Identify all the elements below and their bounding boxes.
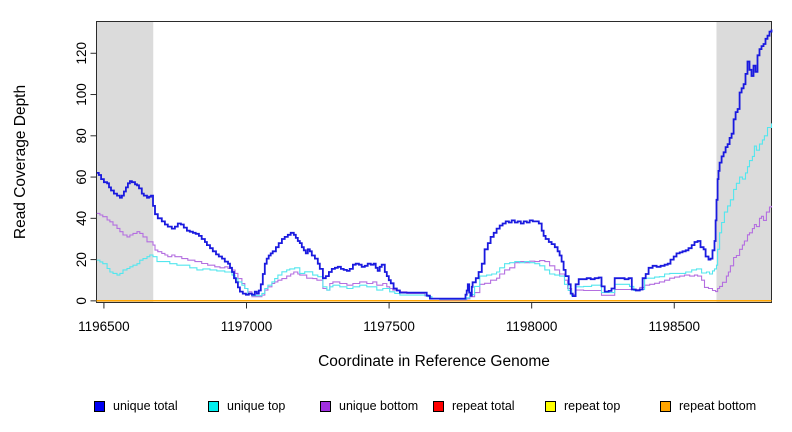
series-line-unique-bottom	[96, 205, 773, 301]
legend-item-unique-total: unique total	[94, 398, 178, 414]
legend-swatch-icon	[433, 400, 444, 412]
legend-swatch-icon	[545, 400, 556, 412]
y-tick-label: 80	[74, 128, 89, 143]
y-tick-label: 120	[74, 42, 89, 65]
legend-item-repeat-total: repeat total	[433, 398, 515, 414]
chart-legend: unique total unique top unique bottom repea…	[0, 398, 792, 418]
series-line-unique-top	[96, 123, 773, 300]
legend-label: repeat top	[564, 399, 621, 413]
legend-label: unique top	[227, 399, 286, 413]
x-axis-title: Coordinate in Reference Genome	[318, 353, 550, 370]
y-tick-label: 0	[74, 297, 89, 305]
legend-label: repeat total	[452, 399, 515, 413]
legend-label: unique total	[113, 399, 178, 413]
legend-label: unique bottom	[339, 399, 419, 413]
legend-swatch-icon	[660, 400, 671, 412]
x-tick-label: 1196500	[78, 319, 130, 334]
shaded-region-2	[716, 21, 772, 303]
legend-item-repeat-bottom: repeat bottom	[660, 398, 756, 414]
legend-item-unique-top: unique top	[208, 398, 285, 414]
y-tick-label: 20	[74, 252, 89, 267]
x-tick-label: 1197000	[221, 319, 273, 334]
shaded-region-1	[96, 21, 154, 303]
legend-swatch-icon	[320, 400, 331, 412]
legend-item-unique-bottom: unique bottom	[320, 398, 418, 414]
x-tick-label: 1198500	[648, 319, 700, 334]
legend-label: repeat bottom	[679, 399, 757, 413]
series-line-unique-total	[96, 29, 773, 300]
y-tick-label: 100	[74, 83, 89, 106]
y-tick-label: 40	[74, 211, 89, 226]
plot-box	[96, 21, 772, 303]
x-tick-label: 1197500	[363, 319, 415, 334]
legend-item-repeat-top: repeat top	[545, 398, 620, 414]
x-tick-label: 1198000	[506, 319, 558, 334]
y-axis-title: Read Coverage Depth	[12, 85, 29, 239]
legend-swatch-icon	[208, 400, 219, 412]
legend-swatch-icon	[94, 400, 105, 412]
y-tick-label: 60	[74, 170, 89, 185]
